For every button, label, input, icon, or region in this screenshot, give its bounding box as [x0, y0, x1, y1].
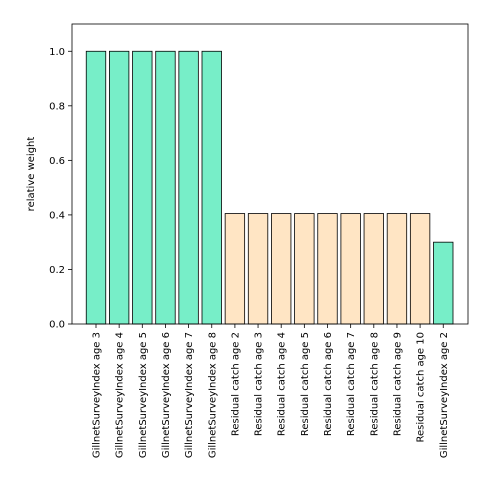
bar	[224, 213, 246, 325]
bars-group	[85, 50, 454, 325]
bar	[247, 213, 269, 325]
x-tick-label: Residual catch age 8	[369, 332, 380, 436]
bar	[317, 213, 338, 325]
bar	[409, 213, 431, 325]
x-tick-label: Residual catch age 2	[230, 332, 241, 436]
bar	[340, 213, 361, 325]
bar	[433, 241, 454, 325]
x-tick-label: GillnetSurveyIndex age 4	[115, 332, 126, 458]
y-axis-label: relative weight	[26, 137, 37, 212]
bar	[109, 50, 130, 325]
y-tick-label: 0.8	[49, 101, 65, 112]
x-tick-label: GillnetSurveyIndex age 3	[92, 332, 103, 458]
y-tick-label: 0.6	[49, 156, 65, 167]
x-tick-label: GillnetSurveyIndex age 7	[184, 332, 195, 458]
y-tick-label: 0.4	[49, 210, 65, 221]
x-tick-label: GillnetSurveyIndex age 6	[161, 332, 172, 458]
x-tick-label: GillnetSurveyIndex age 2	[439, 332, 450, 458]
y-axis: 0.0 0.2 0.4 0.6 0.8 1.0	[49, 47, 72, 331]
bar	[155, 50, 176, 325]
bar	[85, 50, 107, 325]
bar	[271, 213, 292, 325]
plot-frame	[71, 23, 469, 325]
y-tick-label: 1.0	[49, 47, 65, 58]
y-tick-label: 0.0	[49, 320, 65, 331]
x-tick-label: Residual catch age 4	[277, 332, 288, 436]
x-tick-label: Residual catch age 10	[416, 332, 427, 443]
x-tick-label: Residual catch age 7	[346, 332, 357, 436]
x-tick-label: Residual catch age 6	[323, 332, 334, 436]
bar	[178, 50, 199, 325]
bar	[386, 213, 408, 325]
bar	[294, 213, 315, 325]
x-tick-label: Residual catch age 3	[254, 332, 265, 436]
bar	[363, 213, 384, 325]
x-axis: GillnetSurveyIndex age 3 GillnetSurveyInd…	[92, 324, 450, 458]
bar	[201, 50, 222, 325]
x-tick-label: GillnetSurveyIndex age 5	[138, 332, 149, 458]
bar	[132, 50, 153, 325]
x-tick-label: GillnetSurveyIndex age 8	[207, 332, 218, 458]
x-tick-label: Residual catch age 5	[300, 332, 311, 436]
y-tick-label: 0.2	[49, 265, 65, 276]
x-tick-label: Residual catch age 9	[392, 332, 403, 436]
